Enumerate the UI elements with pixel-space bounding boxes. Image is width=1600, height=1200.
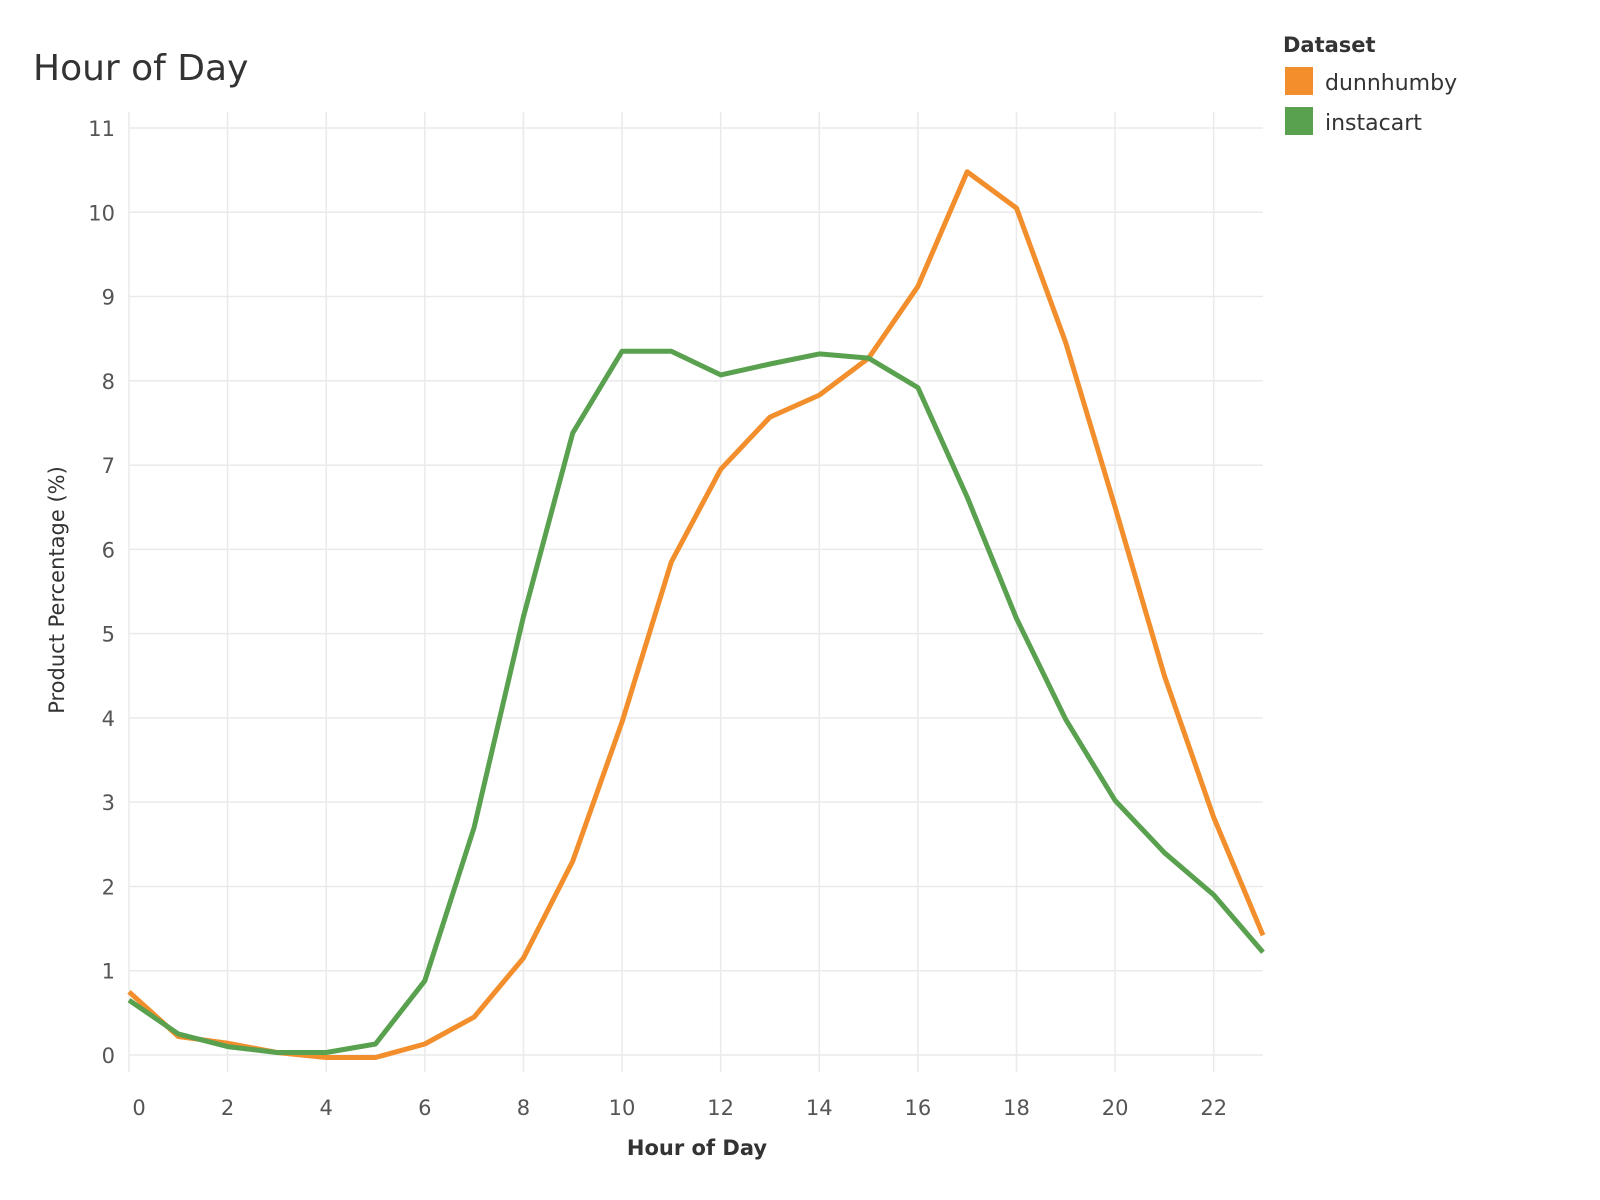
y-axis-title: Product Percentage (%) bbox=[45, 466, 69, 714]
series-line-instacart bbox=[127, 348, 1265, 1055]
y-tick-label: 9 bbox=[102, 286, 115, 310]
y-tick-label: 4 bbox=[102, 707, 115, 731]
x-tick-label: 12 bbox=[707, 1096, 734, 1120]
y-tick-label: 2 bbox=[102, 875, 115, 899]
x-tick-label: 4 bbox=[320, 1096, 333, 1120]
x-axis-ticks: 0 2 4 6 8 10 12 14 16 18 20 22 bbox=[132, 1096, 1227, 1120]
x-tick-label: 0 bbox=[132, 1096, 145, 1120]
series-lines bbox=[127, 169, 1266, 1060]
legend-title: Dataset bbox=[1283, 33, 1376, 57]
x-tick-label: 10 bbox=[609, 1096, 636, 1120]
legend-label-dunnhumby: dunnhumby bbox=[1325, 71, 1457, 96]
y-tick-label: 10 bbox=[88, 201, 115, 225]
y-tick-label: 8 bbox=[102, 370, 115, 394]
x-tick-label: 2 bbox=[221, 1096, 234, 1120]
x-axis-title: Hour of Day bbox=[627, 1136, 767, 1160]
legend-swatch-dunnhumby bbox=[1285, 67, 1313, 95]
x-tick-label: 6 bbox=[418, 1096, 431, 1120]
y-tick-label: 0 bbox=[102, 1044, 115, 1068]
chart-title: Hour of Day bbox=[33, 48, 248, 89]
legend: Dataset dunnhumby instacart bbox=[1283, 33, 1457, 136]
x-tick-label: 14 bbox=[806, 1096, 833, 1120]
x-tick-label: 18 bbox=[1003, 1096, 1030, 1120]
legend-items: dunnhumby instacart bbox=[1285, 67, 1457, 136]
y-tick-label: 5 bbox=[102, 623, 115, 647]
y-tick-label: 6 bbox=[102, 538, 115, 562]
x-tick-label: 8 bbox=[517, 1096, 530, 1120]
x-tick-label: 20 bbox=[1102, 1096, 1129, 1120]
y-tick-label: 1 bbox=[102, 960, 115, 984]
y-tick-label: 7 bbox=[102, 454, 115, 478]
x-tick-label: 16 bbox=[905, 1096, 932, 1120]
x-tick-label: 22 bbox=[1200, 1096, 1227, 1120]
legend-swatch-instacart bbox=[1285, 107, 1313, 135]
y-gridlines bbox=[129, 127, 1263, 1056]
y-axis-ticks: 0 1 2 3 4 5 6 7 8 9 10 11 bbox=[88, 117, 115, 1068]
series-line-dunnhumby bbox=[127, 169, 1266, 1060]
y-tick-label: 3 bbox=[102, 791, 115, 815]
x-gridlines bbox=[128, 112, 1215, 1072]
y-tick-label: 11 bbox=[88, 117, 115, 141]
legend-label-instacart: instacart bbox=[1325, 111, 1422, 136]
